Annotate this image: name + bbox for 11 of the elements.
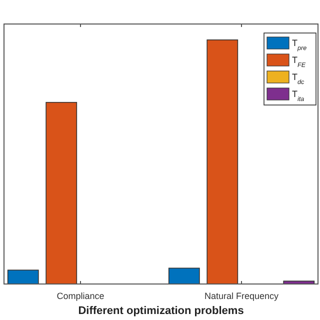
x-axis-title: Different optimization problems [78,305,244,317]
bar [7,270,39,284]
legend-label: T$_{dc}$ [292,72,305,86]
legend-label: T$_{FE}$ [292,55,306,68]
x-tick-label: Compliance [56,291,104,301]
legend-label: T$_{pre}$ [292,38,308,52]
legend-label: T$_{ita}$ [292,89,305,102]
x-tick-label: Natural Frequency [204,291,280,301]
bar [46,102,78,284]
bar [206,39,238,284]
bar [168,268,200,284]
